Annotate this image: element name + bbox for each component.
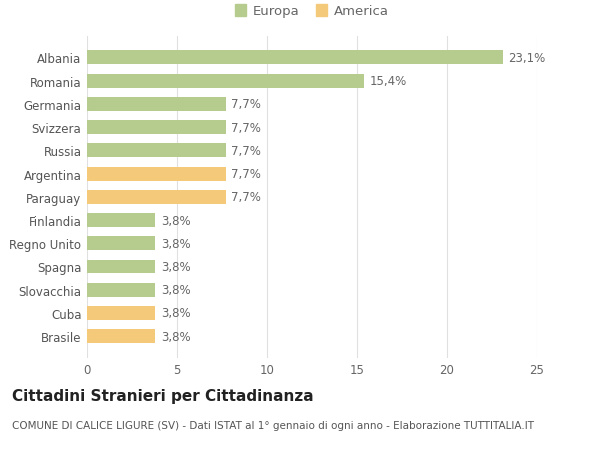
Text: Cittadini Stranieri per Cittadinanza: Cittadini Stranieri per Cittadinanza: [12, 388, 314, 403]
Text: 7,7%: 7,7%: [231, 191, 261, 204]
Bar: [87, 237, 155, 251]
Text: 7,7%: 7,7%: [231, 168, 261, 181]
Text: 7,7%: 7,7%: [231, 145, 261, 157]
Text: 7,7%: 7,7%: [231, 98, 261, 111]
Bar: [87, 167, 226, 181]
Bar: [87, 51, 503, 65]
Text: 3,8%: 3,8%: [161, 330, 190, 343]
Bar: [87, 144, 226, 158]
Bar: [87, 121, 226, 135]
Bar: [87, 74, 364, 89]
Bar: [87, 283, 155, 297]
Legend: Europa, America: Europa, America: [235, 5, 389, 18]
Text: 3,8%: 3,8%: [161, 237, 190, 250]
Text: 7,7%: 7,7%: [231, 121, 261, 134]
Text: 3,8%: 3,8%: [161, 284, 190, 297]
Text: 3,8%: 3,8%: [161, 214, 190, 227]
Text: 23,1%: 23,1%: [508, 52, 545, 65]
Bar: [87, 213, 155, 228]
Bar: [87, 260, 155, 274]
Text: 3,8%: 3,8%: [161, 260, 190, 274]
Bar: [87, 98, 226, 112]
Text: COMUNE DI CALICE LIGURE (SV) - Dati ISTAT al 1° gennaio di ogni anno - Elaborazi: COMUNE DI CALICE LIGURE (SV) - Dati ISTA…: [12, 420, 534, 430]
Text: 3,8%: 3,8%: [161, 307, 190, 320]
Bar: [87, 306, 155, 320]
Bar: [87, 330, 155, 343]
Bar: [87, 190, 226, 204]
Text: 15,4%: 15,4%: [370, 75, 407, 88]
